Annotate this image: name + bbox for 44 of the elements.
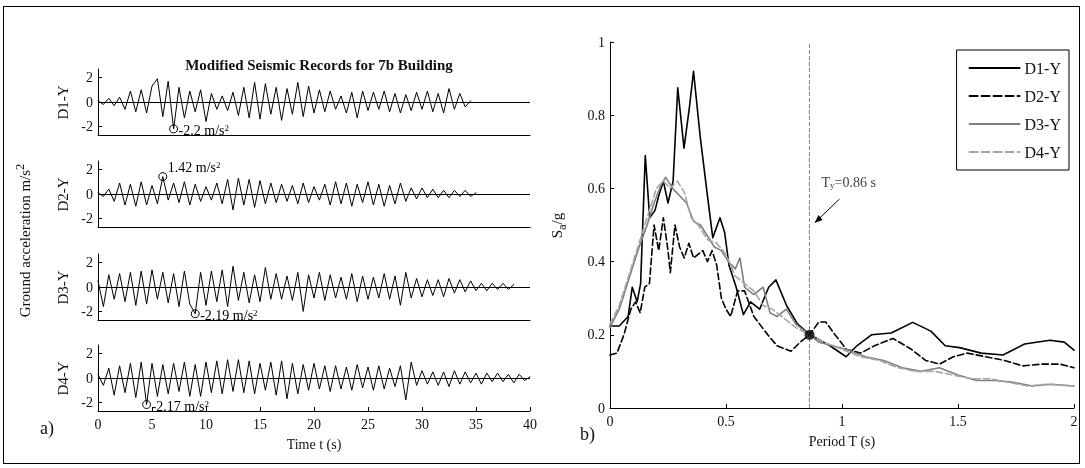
- x-tick-label: 15: [253, 416, 267, 432]
- y-axis-title: D1-Y: [54, 84, 72, 120]
- y-tick-label: 2: [86, 70, 93, 86]
- x-tick-label: 1: [838, 413, 846, 429]
- y-tick-label: 2: [86, 255, 93, 271]
- y-tick-label: 2: [86, 346, 93, 362]
- text: b): [580, 424, 595, 445]
- y-tick-label: 2: [86, 162, 93, 178]
- y-tick-label: 0: [598, 400, 605, 416]
- y-tick-label: -2: [81, 118, 93, 134]
- x-tick-label: 5: [148, 416, 156, 432]
- x-tick-label: 40: [523, 416, 537, 432]
- legend-label: D2-Y: [1024, 87, 1062, 105]
- y-tick-label: -2: [81, 210, 93, 226]
- y-axis-title: D3-Y: [54, 269, 72, 305]
- x-tick-label: 10: [199, 416, 213, 432]
- x-tick-label: 1.5: [949, 413, 967, 429]
- text: a): [40, 418, 54, 439]
- y-tick-label: 1: [598, 34, 605, 50]
- y-axis-title: D2-Y: [54, 176, 72, 212]
- x-tick-label: 0.5: [717, 413, 735, 429]
- legend-label: D3-Y: [1024, 115, 1062, 133]
- y-tick-label: -2: [81, 394, 93, 410]
- y-tick-label: 0: [86, 279, 93, 295]
- y-tick-label: 0: [86, 370, 93, 386]
- y-tick-label: 0: [86, 94, 93, 110]
- y-tick-label: 0: [86, 186, 93, 202]
- y-tick-label: 0.4: [587, 254, 605, 270]
- y-tick-label: 0.8: [587, 107, 605, 123]
- y-tick-label: -2: [81, 303, 93, 319]
- x-axis-title: Time t (s): [286, 436, 342, 453]
- y-axis-title: D4-Y: [54, 360, 72, 396]
- legend-label: D1-Y: [1024, 59, 1062, 77]
- x-tick-label: 30: [415, 416, 429, 432]
- x-tick-label: 2: [1070, 413, 1078, 429]
- y-tick-label: 0.2: [587, 327, 605, 343]
- chart-title: Modified Seismic Records for 7b Building: [185, 56, 454, 73]
- x-axis-title: Period T (s): [808, 433, 876, 450]
- y-tick-label: 0.6: [587, 180, 605, 196]
- ref-line-label: Ty=0.86 s: [821, 174, 876, 190]
- legend-label: D4-Y: [1024, 143, 1062, 161]
- x-tick-label: 25: [361, 416, 375, 432]
- x-tick-label: 35: [469, 416, 483, 432]
- x-tick-label: 20: [307, 416, 321, 432]
